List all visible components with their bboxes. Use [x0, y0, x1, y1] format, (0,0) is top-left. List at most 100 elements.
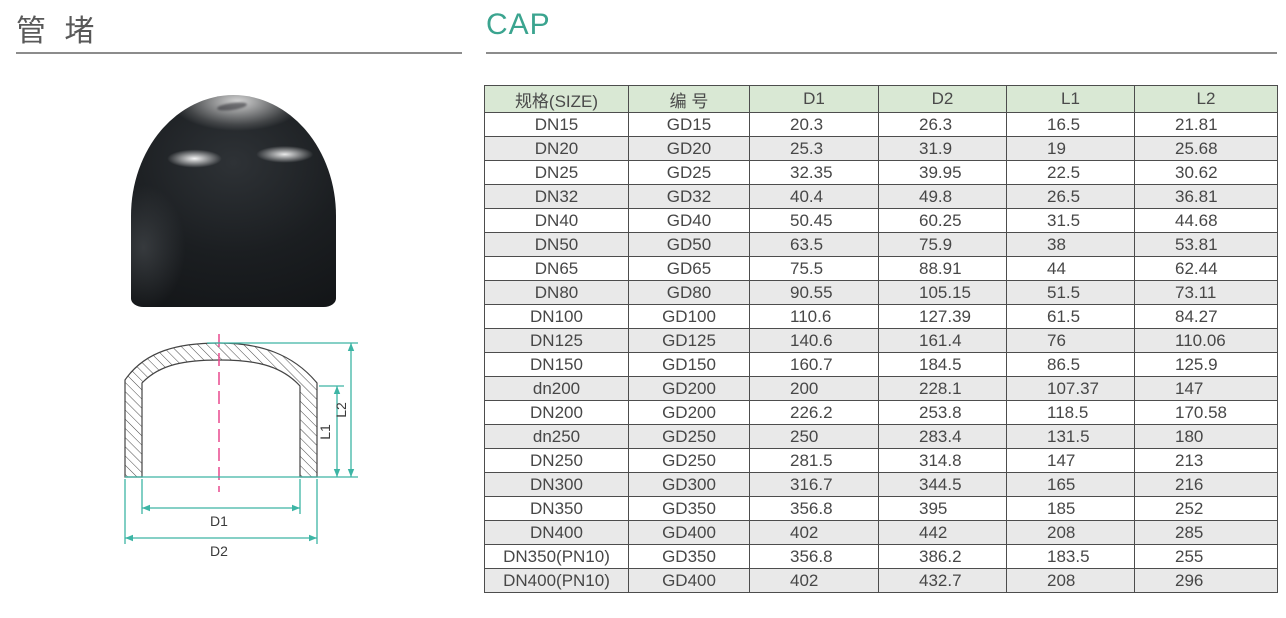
table-row: DN25 GD25 32.35 39.95 22.5 30.62 [484, 160, 1278, 185]
table-cell: 183.5 [1006, 544, 1135, 569]
cap-cross-section [124, 342, 318, 478]
table-cell: 314.8 [878, 448, 1007, 473]
table-cell: DN50 [484, 232, 629, 257]
table-cell: 84.27 [1134, 304, 1278, 329]
table-cell: 75.5 [749, 256, 879, 281]
table-row: dn200 GD200 200 228.1 107.37 147 [484, 376, 1278, 401]
table-cell: 356.8 [749, 544, 879, 569]
table-cell: DN300 [484, 472, 629, 497]
table-cell: 26.5 [1006, 184, 1135, 209]
table-row: DN125 GD125 140.6 161.4 76 110.06 [484, 328, 1278, 353]
diagram-label-l2: L2 [333, 402, 349, 418]
table-cell: 40.4 [749, 184, 879, 209]
table-cell: 208 [1006, 568, 1135, 593]
table-cell: 90.55 [749, 280, 879, 305]
dimension-lines [125, 343, 352, 539]
table-cell: 185 [1006, 496, 1135, 521]
table-cell: 31.5 [1006, 208, 1135, 233]
col-header-l2: L2 [1134, 85, 1278, 113]
table-cell: 44 [1006, 256, 1135, 281]
table-cell: 402 [749, 520, 879, 545]
table-body: DN15 GD15 20.3 26.3 16.5 21.81 DN20 GD20 25.3 31.… [484, 112, 1278, 593]
table-cell: DN125 [484, 328, 629, 353]
table-cell: GD250 [628, 424, 750, 449]
dimension-diagram: D1 D2 L1 L2 [124, 334, 358, 559]
table-cell: 25.68 [1134, 136, 1278, 161]
table-cell: 118.5 [1006, 400, 1135, 425]
table-cell: 25.3 [749, 136, 879, 161]
table-cell: 50.45 [749, 208, 879, 233]
table-cell: GD100 [628, 304, 750, 329]
table-cell: 44.68 [1134, 208, 1278, 233]
table-cell: 125.9 [1134, 352, 1278, 377]
table-cell: 107.37 [1006, 376, 1135, 401]
table-cell: 75.9 [878, 232, 1007, 257]
table-cell: DN20 [484, 136, 629, 161]
table-cell: DN400(PN10) [484, 568, 629, 593]
table-cell: GD80 [628, 280, 750, 305]
page-title-chinese: 管 堵 [16, 15, 100, 48]
page-title-english: CAP [486, 8, 551, 41]
spec-table: 规格(SIZE) 编 号 D1 D2 L1 L2 DN15 GD15 20.3 26.… [484, 85, 1278, 593]
table-cell: DN400 [484, 520, 629, 545]
table-cell: GD50 [628, 232, 750, 257]
table-cell: dn200 [484, 376, 629, 401]
col-header-l1: L1 [1006, 85, 1135, 113]
table-cell: 228.1 [878, 376, 1007, 401]
table-row: DN350 GD350 356.8 395 185 252 [484, 496, 1278, 521]
table-cell: 131.5 [1006, 424, 1135, 449]
table-cell: 165 [1006, 472, 1135, 497]
table-row: DN200 GD200 226.2 253.8 118.5 170.58 [484, 400, 1278, 425]
table-cell: GD15 [628, 112, 750, 137]
table-cell: 180 [1134, 424, 1278, 449]
table-cell: DN200 [484, 400, 629, 425]
col-header-code: 编 号 [628, 85, 750, 113]
table-cell: 296 [1134, 568, 1278, 593]
table-cell: 283.4 [878, 424, 1007, 449]
table-row: DN15 GD15 20.3 26.3 16.5 21.81 [484, 112, 1278, 137]
table-cell: GD25 [628, 160, 750, 185]
table-cell: GD125 [628, 328, 750, 353]
table-cell: 110.6 [749, 304, 879, 329]
table-cell: DN350 [484, 496, 629, 521]
table-cell: 356.8 [749, 496, 879, 521]
table-cell: 110.06 [1134, 328, 1278, 353]
col-header-d1: D1 [749, 85, 879, 113]
left-divider-rule [16, 52, 462, 54]
table-cell: GD150 [628, 352, 750, 377]
table-cell: 86.5 [1006, 352, 1135, 377]
table-cell: 147 [1134, 376, 1278, 401]
diagram-label-l1: L1 [317, 424, 333, 440]
table-cell: GD400 [628, 568, 750, 593]
table-row: DN20 GD20 25.3 31.9 19 25.68 [484, 136, 1278, 161]
table-cell: 36.81 [1134, 184, 1278, 209]
table-row: DN80 GD80 90.55 105.15 51.5 73.11 [484, 280, 1278, 305]
table-cell: GD400 [628, 520, 750, 545]
table-cell: dn250 [484, 424, 629, 449]
table-cell: 213 [1134, 448, 1278, 473]
table-cell: 147 [1006, 448, 1135, 473]
table-cell: 39.95 [878, 160, 1007, 185]
table-cell: 216 [1134, 472, 1278, 497]
table-cell: 63.5 [749, 232, 879, 257]
product-photo-cap [131, 95, 336, 307]
table-cell: 51.5 [1006, 280, 1135, 305]
table-cell: DN250 [484, 448, 629, 473]
table-cell: 208 [1006, 520, 1135, 545]
table-cell: GD350 [628, 544, 750, 569]
table-cell: 62.44 [1134, 256, 1278, 281]
diagram-label-d1: D1 [210, 513, 228, 529]
table-row: DN250 GD250 281.5 314.8 147 213 [484, 448, 1278, 473]
table-cell: 88.91 [878, 256, 1007, 281]
table-row: DN50 GD50 63.5 75.9 38 53.81 [484, 232, 1278, 257]
table-cell: DN65 [484, 256, 629, 281]
table-cell: 253.8 [878, 400, 1007, 425]
table-cell: 402 [749, 568, 879, 593]
diagram-label-d2: D2 [210, 543, 228, 559]
table-cell: GD250 [628, 448, 750, 473]
table-row: dn250 GD250 250 283.4 131.5 180 [484, 424, 1278, 449]
table-row: DN32 GD32 40.4 49.8 26.5 36.81 [484, 184, 1278, 209]
table-row: DN300 GD300 316.7 344.5 165 216 [484, 472, 1278, 497]
table-cell: GD65 [628, 256, 750, 281]
